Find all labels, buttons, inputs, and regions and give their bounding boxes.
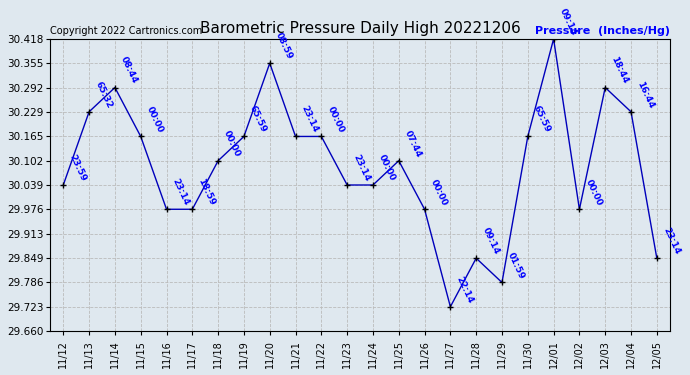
Text: 00:00: 00:00: [145, 105, 165, 134]
Text: Copyright 2022 Cartronics.com: Copyright 2022 Cartronics.com: [50, 26, 203, 36]
Text: 23:59: 23:59: [68, 153, 88, 183]
Text: 07:44: 07:44: [403, 129, 423, 159]
Text: 18:59: 18:59: [197, 177, 217, 207]
Text: 23:14: 23:14: [661, 226, 681, 256]
Text: 09:14: 09:14: [480, 226, 501, 256]
Text: 00:00: 00:00: [428, 178, 448, 207]
Text: 00:00: 00:00: [377, 153, 397, 183]
Text: 22:14: 22:14: [455, 275, 475, 304]
Text: 00:00: 00:00: [584, 178, 604, 207]
Text: 65:59: 65:59: [532, 104, 552, 134]
Text: 09:14: 09:14: [558, 7, 578, 37]
Text: 00:00: 00:00: [326, 105, 346, 134]
Text: 08:44: 08:44: [119, 56, 139, 86]
Text: 23:14: 23:14: [351, 153, 372, 183]
Text: 01:59: 01:59: [506, 251, 526, 280]
Title: Barometric Pressure Daily High 20221206: Barometric Pressure Daily High 20221206: [199, 21, 520, 36]
Text: 65:59: 65:59: [248, 104, 268, 134]
Text: 23:14: 23:14: [170, 177, 191, 207]
Text: 18:44: 18:44: [609, 56, 630, 86]
Text: 08:59: 08:59: [274, 32, 294, 61]
Text: 23:14: 23:14: [299, 104, 320, 134]
Text: 16:44: 16:44: [635, 80, 656, 110]
Text: Pressure  (Inches/Hg): Pressure (Inches/Hg): [535, 26, 670, 36]
Text: 65:32: 65:32: [93, 80, 114, 110]
Text: 00:00: 00:00: [222, 129, 242, 159]
